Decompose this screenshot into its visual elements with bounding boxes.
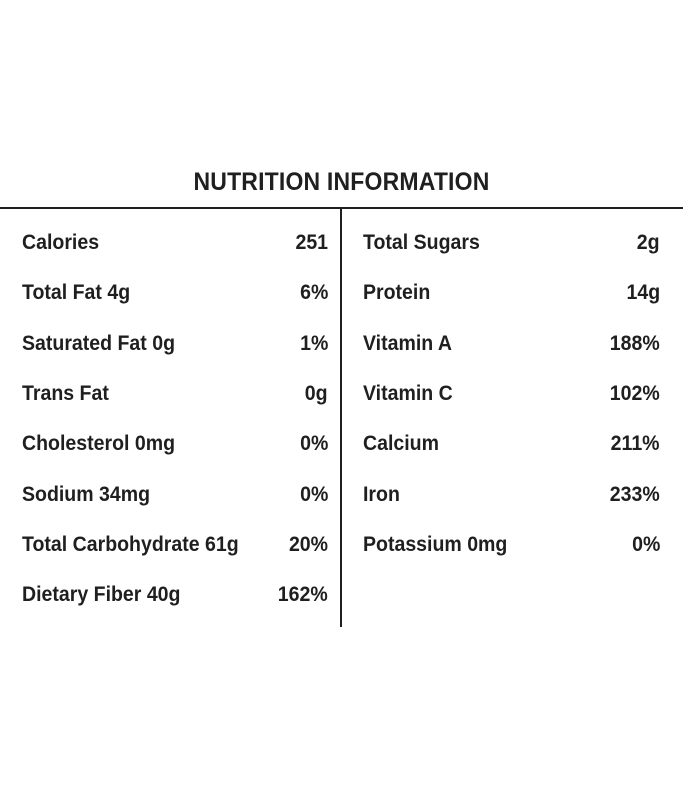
nutrient-name: Iron	[363, 482, 400, 506]
nutrient-row-potassium: Potassium 0mg 0%	[363, 520, 660, 570]
nutrient-name: Total Carbohydrate 61g	[22, 532, 239, 556]
nutrient-row-vitamin-a: Vitamin A 188%	[363, 319, 660, 369]
nutrient-row-sodium: Sodium 34mg 0%	[22, 469, 328, 519]
nutrient-row-trans-fat: Trans Fat 0g	[22, 369, 328, 419]
nutrient-name: Total Fat 4g	[22, 281, 131, 305]
nutrient-value: 102%	[610, 382, 660, 406]
nutrient-name: Saturated Fat 0g	[22, 331, 176, 355]
nutrient-value: 251	[295, 231, 328, 255]
nutrient-value: 0g	[305, 382, 328, 406]
nutrient-name: Cholesterol 0mg	[22, 432, 176, 456]
nutrient-row-calories: Calories 251	[22, 218, 328, 268]
nutrient-name: Calcium	[363, 432, 439, 456]
nutrient-name: Trans Fat	[22, 382, 109, 406]
nutrient-row-saturated-fat: Saturated Fat 0g 1%	[22, 319, 328, 369]
nutrient-name: Vitamin C	[363, 382, 453, 406]
nutrient-row-calcium: Calcium 211%	[363, 419, 660, 469]
nutrient-row-cholesterol: Cholesterol 0mg 0%	[22, 419, 328, 469]
nutrient-row-dietary-fiber: Dietary Fiber 40g 162%	[22, 570, 328, 620]
page-title: NUTRITION INFORMATION	[193, 168, 490, 196]
nutrient-row-total-carbohydrate: Total Carbohydrate 61g 20%	[22, 520, 328, 570]
nutrient-name: Calories	[22, 231, 100, 255]
nutrient-value: 20%	[288, 532, 328, 556]
nutrient-value: 2g	[637, 231, 660, 255]
nutrient-row-vitamin-c: Vitamin C 102%	[363, 369, 660, 419]
nutrient-value: 14g	[626, 281, 660, 305]
nutrient-name: Vitamin A	[363, 331, 453, 355]
nutrient-row-iron: Iron 233%	[363, 469, 660, 519]
nutrient-name: Protein	[363, 281, 431, 305]
nutrient-value: 188%	[610, 331, 660, 355]
nutrient-value: 1%	[299, 331, 328, 355]
nutrient-value: 6%	[299, 281, 328, 305]
nutrient-name: Sodium 34mg	[22, 482, 151, 506]
nutrient-row-total-fat: Total Fat 4g 6%	[22, 268, 328, 318]
nutrient-row-total-sugars: Total Sugars 2g	[363, 218, 660, 268]
nutrient-value: 162%	[278, 583, 328, 607]
left-column: Calories 251 Total Fat 4g 6% Saturated F…	[22, 218, 328, 620]
nutrient-name: Dietary Fiber 40g	[22, 583, 181, 607]
nutrient-value: 0%	[299, 482, 328, 506]
nutrient-row-protein: Protein 14g	[363, 268, 660, 318]
nutrient-value: 233%	[610, 482, 660, 506]
nutrient-value: 0%	[631, 532, 660, 556]
nutrient-value: 0%	[299, 432, 328, 456]
nutrient-name: Total Sugars	[363, 231, 480, 255]
nutrient-name: Potassium 0mg	[363, 532, 508, 556]
nutrient-value: 211%	[611, 432, 660, 456]
right-column: Total Sugars 2g Protein 14g Vitamin A 18…	[363, 218, 660, 570]
column-divider	[340, 207, 342, 627]
